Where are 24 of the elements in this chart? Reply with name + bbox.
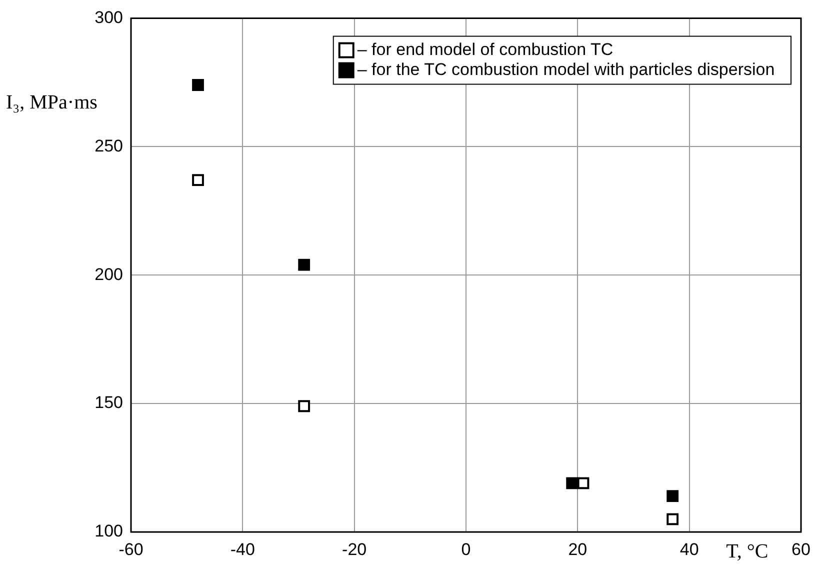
- x-tick-label: 20: [568, 540, 588, 559]
- y-tick-label: 150: [94, 393, 123, 412]
- y-tick-label: 200: [94, 264, 123, 284]
- x-tick-label: -60: [118, 540, 144, 559]
- x-tick-label: -40: [230, 540, 255, 559]
- point: [666, 490, 679, 502]
- y-axis-title: I₃, MPa·ms: [6, 91, 98, 114]
- point: [192, 79, 204, 91]
- point: [566, 477, 578, 490]
- y-tick-label: 100: [94, 522, 123, 541]
- x-tick-label: 60: [792, 540, 810, 559]
- legend-label: – for end model of combustion TC: [357, 40, 614, 59]
- x-tick-label: 0: [461, 540, 471, 559]
- x-tick-label: -20: [342, 540, 367, 559]
- point: [192, 174, 204, 186]
- x-axis-title: T, °C: [726, 540, 768, 562]
- point: [298, 258, 310, 271]
- y-tick-label: 250: [94, 136, 123, 156]
- point: [298, 400, 310, 412]
- point: [577, 477, 590, 490]
- x-tick-label: 40: [680, 540, 699, 559]
- y-tick-label: 300: [94, 8, 123, 27]
- point: [666, 513, 679, 526]
- legend-label: – for the TC combustion model with particles dispersion: [357, 60, 775, 79]
